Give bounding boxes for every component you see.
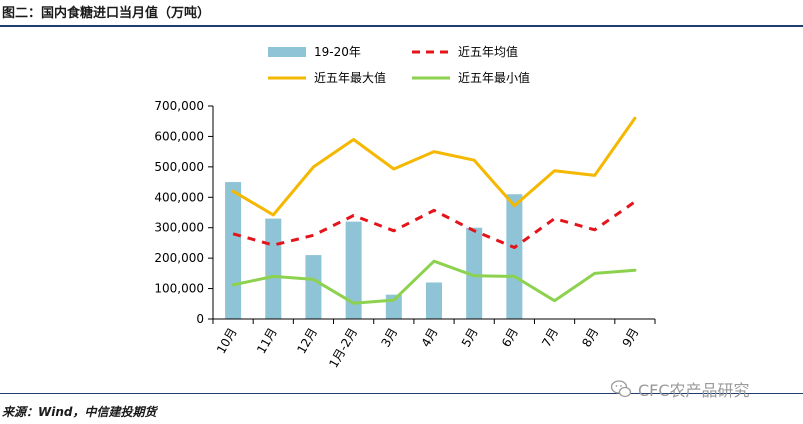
x-tick-label: 8月	[579, 326, 601, 350]
x-tick-label: 12月	[294, 326, 320, 357]
y-tick-label: 200,000	[154, 251, 204, 265]
top-rule	[0, 25, 803, 27]
y-tick-label: 400,000	[154, 190, 204, 204]
line-series	[231, 116, 637, 305]
x-tick-label: 1月-2月	[326, 326, 360, 371]
source-note: 来源：Wind，中信建投期货	[2, 405, 157, 419]
x-tick-label: 11月	[254, 326, 280, 357]
bottom-rule	[0, 393, 803, 394]
bar	[225, 182, 242, 319]
y-tick-label: 500,000	[154, 160, 204, 174]
series-line	[232, 200, 636, 249]
x-tick-label: 3月	[378, 326, 400, 350]
legend-label: 近五年最大值	[314, 70, 386, 85]
bar	[426, 282, 442, 319]
y-tick-label: 300,000	[154, 221, 204, 235]
bar-series	[225, 182, 523, 319]
chat-bubble-icon	[610, 380, 632, 398]
x-tick-label: 10月	[214, 326, 240, 357]
y-tick-label: 0	[196, 312, 204, 326]
legend-label: 近五年最小值	[458, 70, 530, 85]
x-tick-label: 7月	[539, 326, 561, 350]
x-tick-label: 4月	[419, 326, 441, 350]
legend-label: 19-20年	[314, 45, 361, 59]
bar	[506, 194, 523, 319]
y-tick-label: 700,000	[154, 99, 204, 113]
legend-swatch	[268, 47, 306, 57]
watermark: CFC农产品研究	[610, 378, 750, 400]
y-axis: 0 100,000 200,000 300,000 400,000 500,000 600,…	[154, 99, 214, 326]
series-line	[231, 116, 637, 217]
bar	[305, 255, 322, 319]
bar	[345, 221, 362, 319]
series-line	[231, 259, 637, 305]
bar	[265, 218, 282, 319]
bar	[466, 227, 483, 319]
x-tick-label: 6月	[499, 326, 521, 350]
figure-title: 图二：国内食糖进口当月值（万吨）	[2, 6, 211, 21]
y-tick-label: 100,000	[154, 282, 204, 296]
watermark-text: CFC农产品研究	[638, 381, 750, 400]
legend-label: 近五年均值	[458, 44, 518, 59]
y-tick-label: 600,000	[154, 129, 204, 143]
x-tick-label: 5月	[459, 326, 481, 350]
x-tick-label: 9月	[620, 326, 642, 350]
x-axis: 10月 11月 12月 1月-2月 3月 4月 5月 6月 7月 8月 9月	[212, 318, 656, 371]
